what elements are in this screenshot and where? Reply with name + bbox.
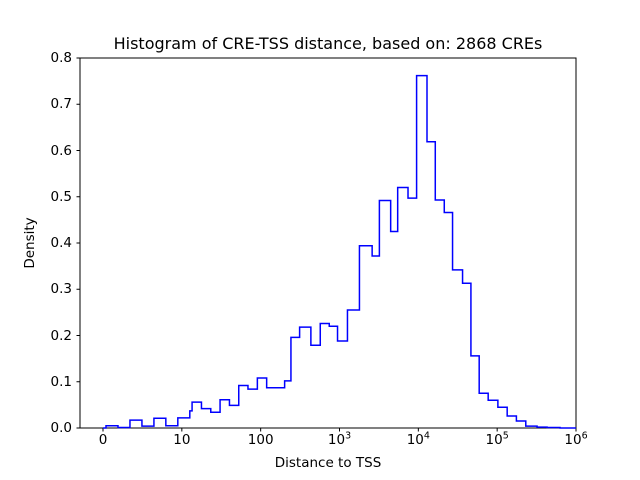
y-tick-label: 0.0 [50,420,72,436]
x-axis-label: Distance to TSS [274,455,382,471]
x-tick-label: 100 [247,432,274,448]
y-tick-label: 0.7 [50,96,72,113]
y-tick-label: 0.1 [50,373,72,390]
histogram-line [103,74,576,429]
y-tick-label: 0.6 [50,142,72,159]
y-tick-label: 0.5 [50,188,72,205]
x-tick-label: 106 [564,430,588,448]
x-tick-label: 10 [173,432,191,448]
chart-title: Histogram of CRE-TSS distance, based on:… [113,34,543,53]
y-axis-label: Density [22,217,38,269]
x-tick-label: 0 [98,432,108,448]
x-tick-label: 103 [327,430,352,448]
y-tick-label: 0.8 [50,50,72,66]
y-tick-label: 0.4 [50,235,72,251]
x-tick-label: 105 [485,430,509,448]
y-tick-label: 0.3 [50,281,72,298]
y-tick-label: 0.2 [50,327,72,344]
x-tick-label: 104 [406,430,430,448]
plot-border [79,57,577,429]
